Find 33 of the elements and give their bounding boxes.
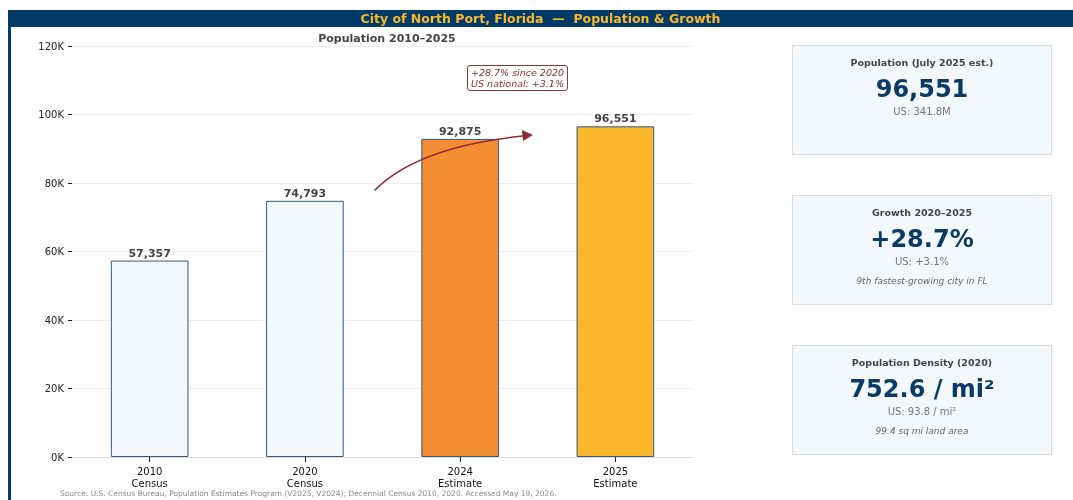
text: +28.7% xyxy=(869,225,975,253)
bar xyxy=(421,138,499,457)
annotation: +28.7% since 2020 US national: +3.1% xyxy=(467,65,569,91)
data-label: 96,551 xyxy=(594,112,637,126)
text: US: +3.1% xyxy=(894,256,950,268)
data-label: 57,357 xyxy=(128,246,171,260)
text: US: 341.8M xyxy=(892,106,952,118)
y-tick-label: 100K xyxy=(38,109,65,120)
chart-title: City of North Port, Florida — Population & Growth xyxy=(8,10,1073,27)
y-tick-label: 20K xyxy=(44,383,65,394)
x-tick-label: 2020 Census xyxy=(286,465,323,489)
data-label: 74,793 xyxy=(283,186,327,200)
text: Population (July 2025 est.) xyxy=(849,57,995,68)
text: 9th fastest-growing city in FL xyxy=(855,276,989,288)
y-tick-label: 80K xyxy=(44,177,65,189)
x-tick-label: 2025 Estimate xyxy=(593,465,638,489)
text: 752.6 / mi² xyxy=(848,375,996,403)
bar xyxy=(110,260,189,457)
y-tick-label: 0K xyxy=(51,451,65,463)
text: US: 93.8 / mi² xyxy=(886,406,958,418)
x-tick-label: 2024 Estimate xyxy=(438,465,483,489)
y-tick-label: 40K xyxy=(44,314,65,326)
y-tick-label: 60K xyxy=(44,246,65,257)
data-label: 92,875 xyxy=(438,124,482,138)
text: Growth 2020–2025 xyxy=(871,207,973,218)
bar xyxy=(576,126,655,457)
y-tick-label: 120K xyxy=(38,40,65,52)
text: 99.4 sq mi land area xyxy=(874,426,970,438)
x-tick-label: 2010 Census xyxy=(131,465,168,489)
text: Population Density (2020) xyxy=(850,357,994,368)
text: 96,551 xyxy=(874,75,970,103)
bar xyxy=(266,200,344,457)
chart-subtitle: Population 2010–2025 xyxy=(318,32,456,45)
